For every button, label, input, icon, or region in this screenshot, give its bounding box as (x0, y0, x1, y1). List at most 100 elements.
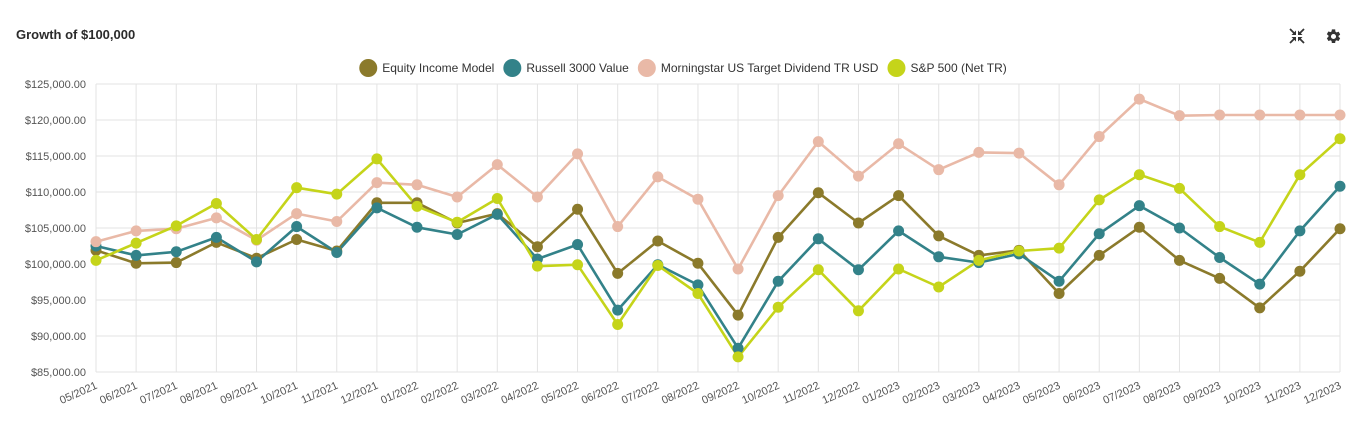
data-point (90, 236, 102, 248)
y-tick-label: $105,000.00 (25, 223, 86, 235)
data-point (130, 249, 142, 261)
data-point (491, 208, 503, 220)
data-point (1294, 265, 1306, 277)
y-tick-label: $90,000.00 (31, 331, 86, 343)
data-point (531, 191, 543, 203)
data-point (1173, 222, 1185, 234)
legend-label: Equity Income Model (382, 61, 494, 75)
data-point (732, 351, 744, 363)
data-point (1053, 179, 1065, 191)
x-tick-label: 01/2023 (861, 380, 902, 407)
data-point (1133, 93, 1145, 105)
y-tick-label: $125,000.00 (25, 79, 86, 91)
data-point (612, 267, 624, 279)
data-point (893, 225, 905, 237)
x-tick-label: 05/2022 (540, 380, 581, 407)
data-point (210, 231, 222, 243)
data-point (933, 251, 945, 263)
data-point (612, 304, 624, 316)
x-tick-label: 05/2023 (1021, 380, 1062, 407)
x-tick-label: 08/2022 (660, 380, 701, 407)
x-axis: 05/202106/202107/202108/202109/202110/20… (58, 380, 1343, 407)
data-point (933, 230, 945, 242)
data-point (1173, 182, 1185, 194)
data-point (291, 221, 303, 233)
data-point (1013, 147, 1025, 159)
data-point (1294, 109, 1306, 121)
x-tick-label: 09/2021 (219, 380, 260, 407)
x-tick-label: 06/2023 (1061, 380, 1102, 407)
data-point (1334, 109, 1346, 121)
data-point (371, 153, 383, 165)
data-point (612, 318, 624, 330)
y-tick-label: $100,000.00 (25, 259, 86, 271)
data-point (170, 246, 182, 258)
data-point (772, 275, 784, 287)
data-point (1173, 254, 1185, 266)
data-point (852, 305, 864, 317)
data-point (210, 212, 222, 224)
data-point (772, 231, 784, 243)
data-point (1294, 225, 1306, 237)
y-axis: $125,000.00 $120,000.00 $115,000.00 $110,00… (25, 79, 86, 379)
data-point (1093, 228, 1105, 240)
data-point (812, 136, 824, 148)
data-point (692, 257, 704, 269)
data-point (1133, 200, 1145, 212)
data-point (973, 254, 985, 266)
x-tick-label: 09/2023 (1182, 380, 1223, 407)
data-point (652, 259, 664, 271)
series-line (95, 97, 1340, 271)
y-tick-label: $110,000.00 (26, 187, 86, 199)
data-point (1214, 272, 1226, 284)
series-line (95, 185, 1341, 350)
legend-marker (887, 59, 906, 77)
data-point (491, 192, 503, 204)
data-point (692, 193, 704, 205)
x-tick-label: 03/2022 (459, 380, 500, 407)
legend-label: Russell 3000 Value (526, 61, 629, 75)
data-point (1173, 110, 1185, 122)
series-line (95, 137, 1341, 359)
x-tick-label: 02/2022 (419, 380, 460, 407)
x-tick-label: 11/2021 (300, 380, 340, 407)
x-tick-label: 05/2021 (58, 380, 99, 407)
chart-grid (95, 83, 1341, 373)
x-tick-label: 02/2023 (901, 380, 942, 407)
data-point (893, 138, 905, 150)
data-point (1294, 169, 1306, 181)
data-point (1254, 109, 1266, 121)
data-point (331, 246, 343, 258)
x-tick-label: 03/2023 (941, 380, 982, 407)
data-point (812, 264, 824, 276)
data-point (652, 171, 664, 183)
data-point (1214, 252, 1226, 264)
x-tick-label: 01/2022 (379, 380, 420, 407)
collapse-arrows-icon[interactable] (1287, 26, 1307, 46)
data-point (1053, 288, 1065, 300)
data-point (692, 288, 704, 300)
data-point (291, 182, 303, 194)
data-point (451, 191, 463, 203)
x-tick-label: 08/2023 (1141, 380, 1182, 407)
data-point (291, 208, 303, 220)
data-point (411, 221, 423, 233)
data-point (210, 198, 222, 210)
gear-icon[interactable] (1323, 26, 1343, 46)
series-points (90, 93, 1346, 363)
data-point (852, 264, 864, 276)
x-tick-label: 11/2023 (1263, 380, 1303, 407)
data-point (893, 190, 905, 202)
data-point (451, 216, 463, 228)
data-point (732, 309, 744, 321)
x-tick-label: 06/2021 (98, 380, 139, 407)
data-point (1093, 194, 1105, 206)
x-tick-label: 07/2022 (620, 380, 661, 407)
data-point (933, 281, 945, 293)
data-point (371, 177, 383, 189)
data-point (1334, 133, 1346, 145)
data-point (1334, 223, 1346, 235)
y-tick-label: $85,000.00 (31, 367, 86, 379)
